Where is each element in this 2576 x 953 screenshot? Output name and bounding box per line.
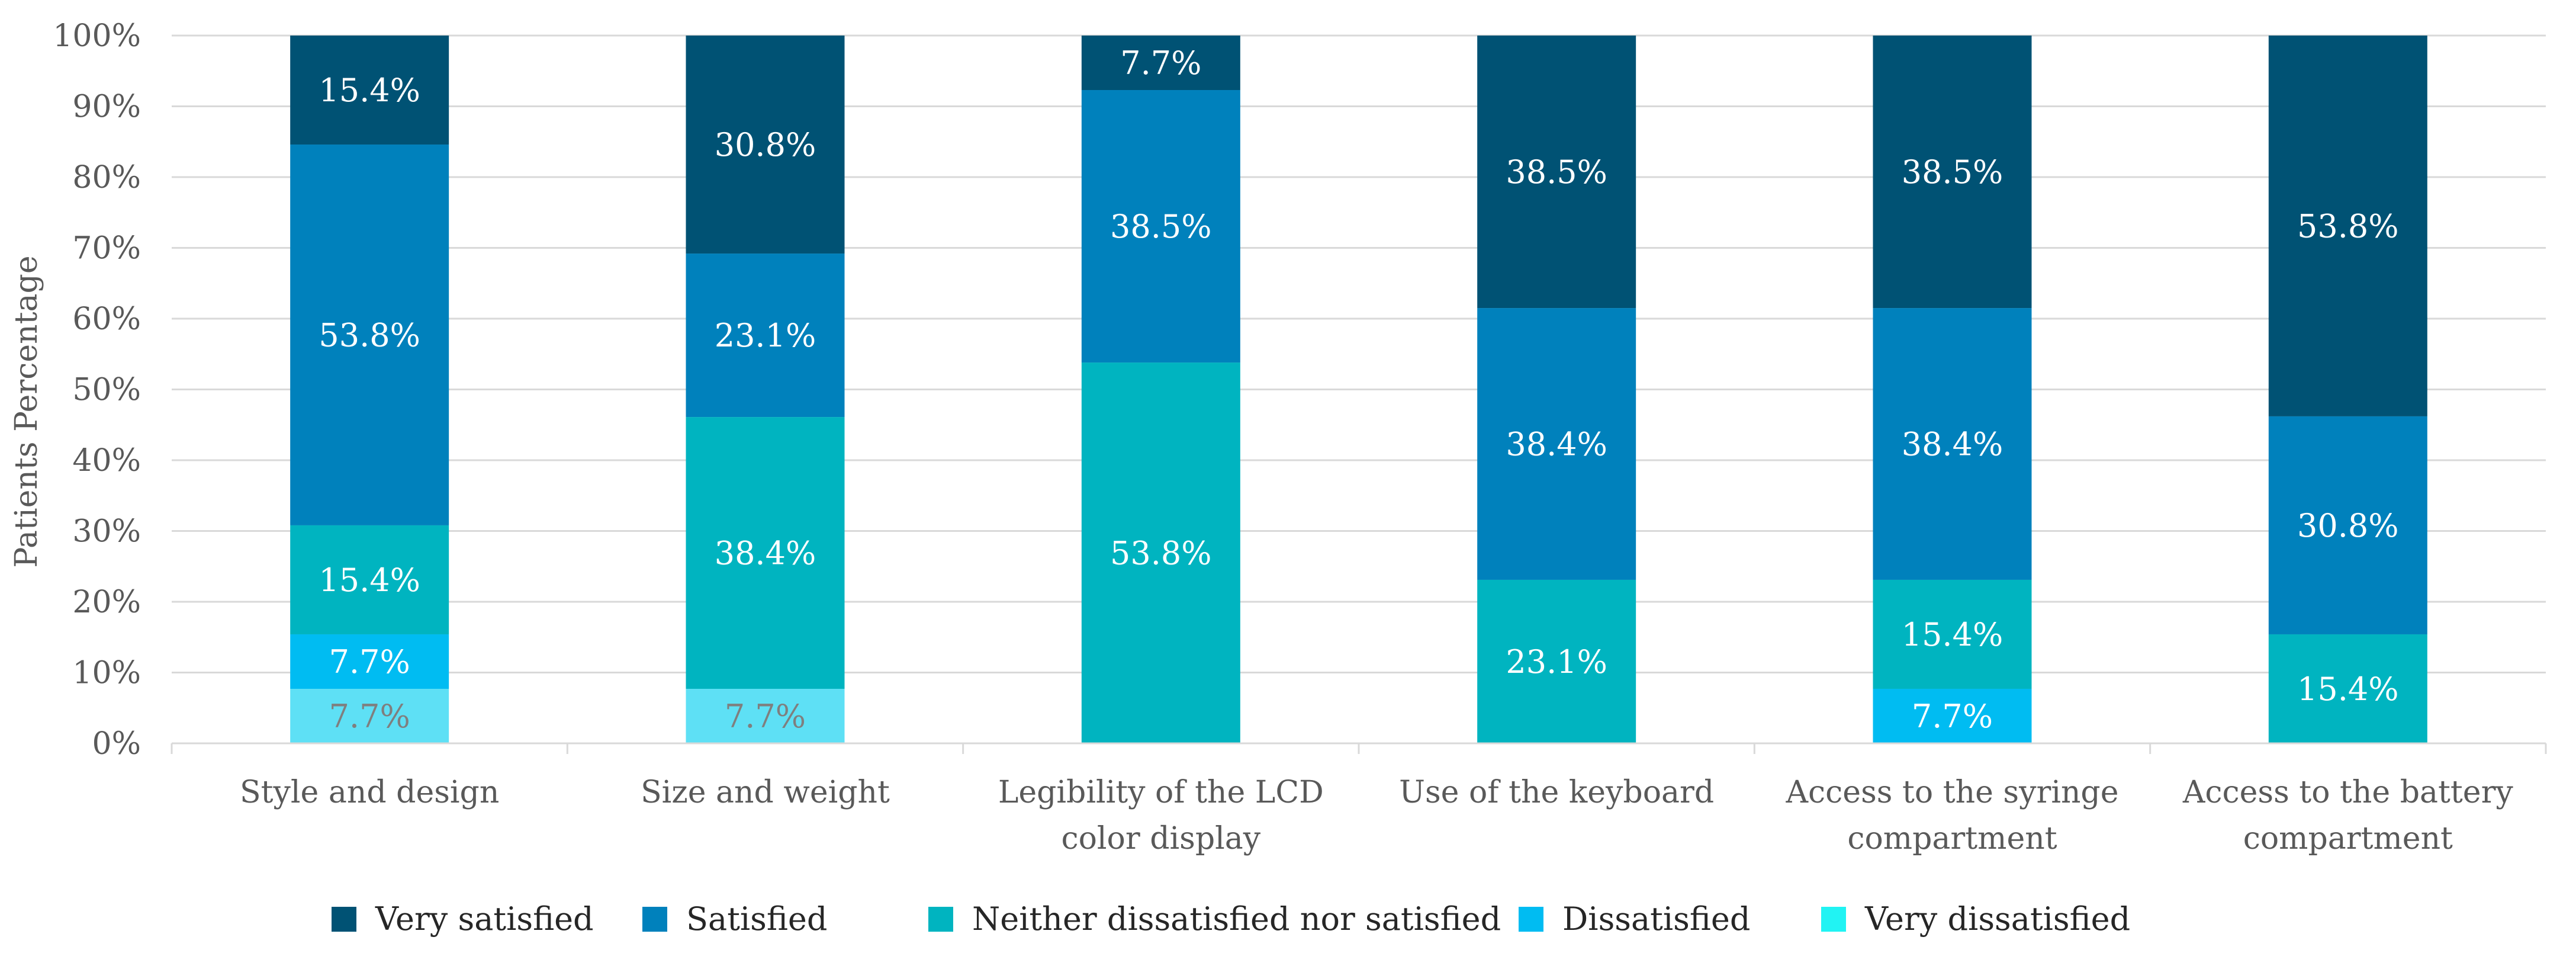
legend-label: Very dissatisfied [1864,900,2130,938]
data-label: 7.7% [329,643,410,681]
data-label: 7.7% [329,698,410,735]
data-label: 15.4% [1902,616,2003,653]
data-label: 53.8% [319,316,420,354]
bar-segment [290,634,449,689]
legend-label: Dissatisfied [1562,900,1750,938]
y-tick-label: 30% [72,514,141,550]
bar-segment [1081,362,1240,743]
bar-segment [686,254,845,418]
bar-segment [290,525,449,634]
data-label: 30.8% [2297,507,2399,544]
bar-segment [2268,634,2427,743]
legend-swatch [1821,907,1846,932]
data-label: 7.7% [725,698,806,735]
bar-segment [1873,36,2032,309]
bar-segment [290,36,449,145]
legend-label: Neither dissatisfied nor satisfied [972,900,1501,938]
data-label: 15.4% [319,72,420,109]
y-tick-label: 40% [72,443,141,479]
legend: Very satisfied Satisfied Neither dissatisf… [332,900,2130,938]
data-label: 38.5% [1506,153,1607,191]
data-label: 23.1% [715,317,816,354]
legend-swatch [928,907,953,932]
bar-segment [1477,36,1636,309]
data-label: 15.4% [319,561,420,599]
data-label: 38.5% [1110,208,1212,245]
x-category-label: Size and weight [641,775,890,810]
x-category-label: Access to the syringe compartment [1786,775,2119,856]
x-category-label: Legibility of the LCD color display [998,775,1324,856]
bar-segment [1477,308,1636,580]
data-label: 38.4% [1506,426,1607,463]
bars [290,36,2427,743]
bar-segment [2268,36,2427,416]
bar-segment [1081,36,1240,91]
x-category-label: Style and design [240,775,499,810]
gridlines [172,34,2546,745]
x-axis: Style and design Size and weight Legibilit… [171,742,2547,856]
data-label: 38.4% [1902,426,2003,463]
bar-segment [290,688,449,743]
bar-segment [1873,579,2032,689]
legend-swatch [332,907,356,932]
legend-label: Satisfied [686,900,827,938]
bar-segment [1873,308,2032,580]
x-category-label: Access to the battery compartment [2182,775,2514,856]
y-tick-label: 50% [72,373,141,408]
bar-segment [686,688,845,743]
y-tick-label: 80% [72,160,141,195]
data-label: 38.4% [715,535,816,572]
data-labels: 7.7% 7.7% 15.4% 53.8% 15.4% 7.7% 38.4% 23.1% 30.… [319,44,2398,735]
bar-segment [290,145,449,525]
bar-segment [686,36,845,254]
data-label: 38.5% [1902,153,2003,191]
bar-segment [2268,416,2427,634]
y-axis: 0% 10% 20% 30% 40% 50% 60% 70% 80% 90% 100% [53,18,141,762]
y-tick-label: 60% [72,301,141,337]
y-tick-label: 100% [53,18,141,54]
legend-label: Very satisfied [375,900,594,938]
bar-segment [1873,688,2032,743]
data-label: 15.4% [2297,670,2399,708]
data-label: 30.8% [715,126,816,163]
y-axis-title: Patients Percentage [9,255,44,567]
data-label: 23.1% [1506,643,1607,681]
y-tick-label: 20% [72,585,141,620]
y-tick-label: 70% [72,231,141,267]
bar-segment [686,417,845,689]
y-tick-label: 10% [72,656,141,691]
data-label: 7.7% [1912,698,1993,735]
data-label: 7.7% [1120,44,1201,82]
data-label: 53.8% [2297,207,2399,245]
x-category-label: Use of the keyboard [1399,775,1714,810]
legend-swatch [642,907,667,932]
y-tick-label: 90% [72,89,141,125]
bar-segment [1081,90,1240,363]
data-label: 53.8% [1110,535,1212,572]
legend-swatch [1519,907,1543,932]
y-tick-label: 0% [92,726,141,762]
bar-segment [1477,579,1636,743]
